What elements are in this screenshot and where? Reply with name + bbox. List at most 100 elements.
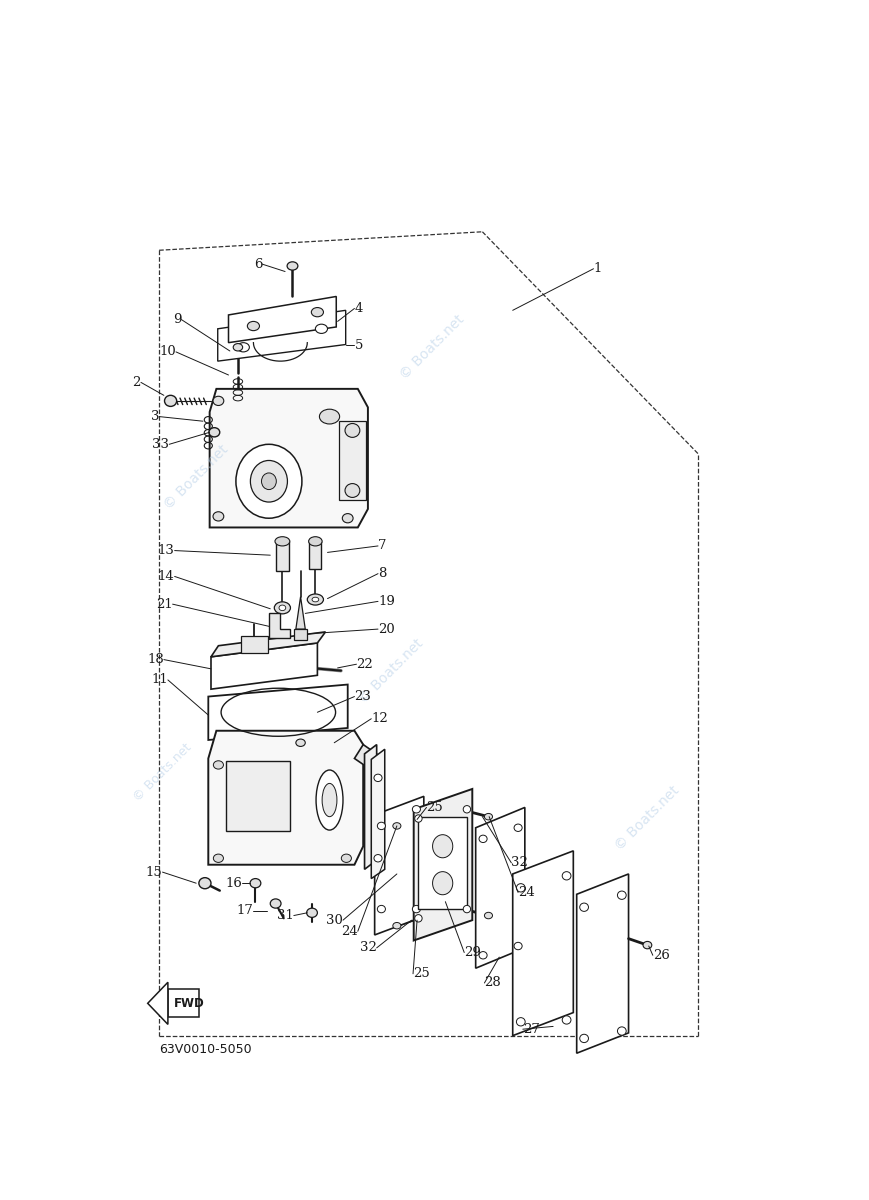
Text: © Boats.net: © Boats.net bbox=[356, 636, 427, 706]
Ellipse shape bbox=[279, 605, 286, 611]
Text: 31: 31 bbox=[277, 910, 294, 922]
Polygon shape bbox=[371, 749, 385, 878]
Text: © Boats.net: © Boats.net bbox=[397, 312, 467, 382]
Ellipse shape bbox=[618, 1027, 627, 1036]
Text: 14: 14 bbox=[158, 570, 175, 583]
Text: 15: 15 bbox=[146, 865, 163, 878]
Ellipse shape bbox=[320, 409, 340, 424]
Text: 23: 23 bbox=[355, 690, 371, 703]
Polygon shape bbox=[513, 851, 574, 1036]
Text: 18: 18 bbox=[147, 653, 164, 666]
Ellipse shape bbox=[433, 871, 453, 895]
Text: 33: 33 bbox=[152, 438, 169, 451]
Polygon shape bbox=[475, 808, 525, 968]
Polygon shape bbox=[577, 874, 628, 1054]
Text: 8: 8 bbox=[378, 568, 387, 580]
Text: 32: 32 bbox=[360, 941, 376, 954]
Ellipse shape bbox=[580, 1034, 588, 1043]
Ellipse shape bbox=[580, 904, 588, 911]
Polygon shape bbox=[209, 389, 368, 528]
Ellipse shape bbox=[415, 914, 422, 922]
Text: 24: 24 bbox=[518, 886, 534, 899]
Text: 13: 13 bbox=[158, 544, 175, 557]
Bar bbox=[227, 761, 290, 830]
Polygon shape bbox=[365, 744, 376, 869]
Text: 1: 1 bbox=[594, 263, 602, 275]
Ellipse shape bbox=[295, 739, 305, 746]
Ellipse shape bbox=[618, 892, 627, 899]
Ellipse shape bbox=[345, 424, 360, 437]
Ellipse shape bbox=[237, 343, 249, 352]
Polygon shape bbox=[168, 989, 199, 1018]
Text: 25: 25 bbox=[413, 967, 430, 980]
Text: 24: 24 bbox=[341, 925, 358, 937]
Ellipse shape bbox=[342, 854, 351, 863]
Text: 17: 17 bbox=[236, 905, 254, 918]
Text: 16: 16 bbox=[225, 877, 242, 889]
Ellipse shape bbox=[287, 262, 298, 270]
Ellipse shape bbox=[413, 905, 421, 913]
Bar bbox=[241, 636, 268, 653]
Polygon shape bbox=[209, 684, 348, 740]
Ellipse shape bbox=[213, 511, 224, 521]
Ellipse shape bbox=[562, 1015, 571, 1024]
Text: © Boats.net: © Boats.net bbox=[613, 784, 682, 853]
Text: 20: 20 bbox=[378, 623, 395, 636]
Polygon shape bbox=[355, 744, 376, 768]
Text: 9: 9 bbox=[173, 313, 182, 326]
Text: 11: 11 bbox=[151, 673, 168, 686]
Ellipse shape bbox=[516, 1018, 525, 1026]
Ellipse shape bbox=[308, 536, 322, 546]
Ellipse shape bbox=[250, 878, 261, 888]
Bar bbox=[275, 541, 289, 571]
Bar bbox=[309, 541, 322, 569]
Ellipse shape bbox=[415, 815, 422, 822]
Polygon shape bbox=[269, 613, 290, 638]
Text: 32: 32 bbox=[511, 857, 528, 869]
Text: 27: 27 bbox=[523, 1022, 540, 1036]
Ellipse shape bbox=[312, 598, 319, 602]
Ellipse shape bbox=[248, 322, 260, 331]
Text: 6: 6 bbox=[254, 258, 262, 271]
Text: 5: 5 bbox=[355, 338, 363, 352]
Text: 30: 30 bbox=[326, 913, 343, 926]
Ellipse shape bbox=[433, 835, 453, 858]
Ellipse shape bbox=[233, 343, 242, 350]
Text: 63V0010-5050: 63V0010-5050 bbox=[159, 1043, 252, 1056]
Ellipse shape bbox=[214, 761, 223, 769]
Ellipse shape bbox=[275, 602, 290, 614]
Ellipse shape bbox=[307, 908, 317, 917]
Ellipse shape bbox=[393, 923, 401, 929]
Ellipse shape bbox=[643, 942, 652, 949]
Polygon shape bbox=[218, 311, 346, 361]
Polygon shape bbox=[148, 983, 168, 1025]
Polygon shape bbox=[414, 788, 473, 941]
Ellipse shape bbox=[479, 952, 488, 959]
Polygon shape bbox=[211, 643, 317, 689]
Polygon shape bbox=[295, 596, 305, 629]
Ellipse shape bbox=[377, 905, 386, 913]
Ellipse shape bbox=[463, 805, 471, 812]
Text: 19: 19 bbox=[378, 595, 395, 608]
Text: 4: 4 bbox=[355, 302, 363, 314]
Ellipse shape bbox=[413, 805, 421, 812]
Text: FWD: FWD bbox=[174, 997, 205, 1010]
Ellipse shape bbox=[164, 395, 176, 407]
Text: © Boats.net: © Boats.net bbox=[162, 442, 231, 511]
Ellipse shape bbox=[514, 942, 522, 949]
Text: 26: 26 bbox=[653, 949, 670, 961]
Ellipse shape bbox=[345, 484, 360, 498]
Bar bbox=[419, 817, 467, 910]
Ellipse shape bbox=[209, 427, 220, 437]
Ellipse shape bbox=[315, 324, 328, 334]
Ellipse shape bbox=[262, 473, 276, 490]
Ellipse shape bbox=[393, 823, 401, 829]
Ellipse shape bbox=[250, 461, 288, 502]
Ellipse shape bbox=[270, 899, 281, 908]
Ellipse shape bbox=[311, 307, 323, 317]
Text: 28: 28 bbox=[484, 977, 501, 990]
Ellipse shape bbox=[377, 822, 386, 829]
Ellipse shape bbox=[562, 871, 571, 880]
Text: 21: 21 bbox=[156, 598, 173, 611]
Polygon shape bbox=[209, 731, 363, 865]
